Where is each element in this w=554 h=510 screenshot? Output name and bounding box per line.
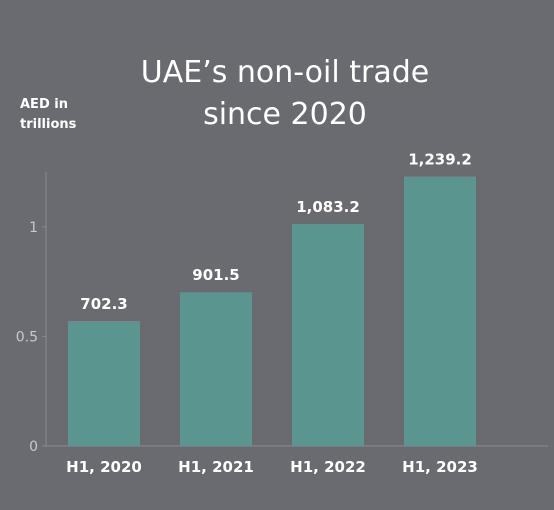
y-axis-label-line-2: trillions [20, 117, 77, 132]
x-category-label: H1, 2021 [178, 458, 254, 476]
bar-value-label: 1,083.2 [296, 198, 360, 216]
bars-group [68, 176, 476, 446]
bar-value-label: 901.5 [192, 266, 239, 284]
bar [404, 176, 476, 446]
bar [180, 292, 252, 446]
labels-group: 702.3 H1, 2020 901.5 H1, 2021 1,083.2 H1, 202… [66, 151, 478, 476]
chart-title-line-2: since 2020 [203, 97, 367, 132]
bar-value-label: 1,239.2 [408, 151, 472, 169]
x-category-label: H1, 2022 [290, 458, 366, 476]
y-axis-label-line-1: AED in [20, 97, 68, 112]
chart-title-line-1: UAE’s non-oil trade [140, 55, 430, 90]
y-axis-label: AED in trillions [20, 95, 76, 135]
x-category-label: H1, 2023 [402, 458, 478, 476]
bar-value-label: 702.3 [80, 295, 127, 313]
bar [68, 321, 140, 446]
y-tick-label: 0.5 [16, 329, 38, 345]
y-axis-ticks: 00.51 [16, 220, 46, 455]
y-tick-label: 0 [29, 439, 38, 455]
y-tick-label: 1 [29, 220, 38, 236]
bar [292, 223, 364, 446]
x-category-label: H1, 2020 [66, 458, 142, 476]
